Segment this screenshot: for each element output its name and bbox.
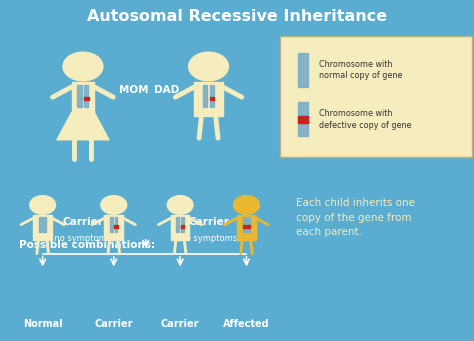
- Circle shape: [30, 196, 55, 214]
- Text: Carrier: Carrier: [63, 217, 103, 226]
- Circle shape: [189, 52, 228, 81]
- Bar: [115, 217, 118, 232]
- Bar: [44, 217, 46, 232]
- Circle shape: [234, 196, 259, 214]
- Bar: [237, 216, 256, 240]
- Bar: [171, 216, 190, 240]
- Text: Affected: Affected: [223, 319, 270, 329]
- Bar: [84, 85, 88, 107]
- Text: Each child inherits one
copy of the gene from
each parent.: Each child inherits one copy of the gene…: [296, 198, 415, 237]
- Text: Chromosome with
defective copy of gene: Chromosome with defective copy of gene: [319, 109, 411, 130]
- Bar: [243, 217, 246, 232]
- Text: Possible combinations:: Possible combinations:: [19, 240, 155, 250]
- Bar: [181, 217, 184, 232]
- Bar: [298, 102, 308, 136]
- Text: Carrier: Carrier: [94, 319, 133, 329]
- Bar: [243, 225, 246, 228]
- Text: (no symptoms): (no symptoms): [51, 234, 115, 242]
- Bar: [110, 217, 113, 232]
- Bar: [194, 82, 223, 116]
- Text: MOM: MOM: [119, 85, 149, 95]
- Bar: [247, 217, 250, 232]
- Circle shape: [63, 52, 103, 81]
- Text: Autosomal Recessive Inheritance: Autosomal Recessive Inheritance: [87, 9, 387, 24]
- Bar: [104, 216, 123, 240]
- Bar: [114, 225, 118, 228]
- FancyBboxPatch shape: [280, 36, 472, 157]
- Bar: [33, 216, 52, 240]
- Text: Chromosome with
normal copy of gene: Chromosome with normal copy of gene: [319, 60, 402, 80]
- Bar: [203, 85, 207, 107]
- Bar: [84, 97, 89, 100]
- Bar: [210, 97, 214, 100]
- Bar: [210, 85, 214, 107]
- Text: Carrier: Carrier: [188, 217, 229, 226]
- Bar: [176, 217, 179, 232]
- Text: (no symptoms): (no symptoms): [177, 234, 240, 242]
- Circle shape: [167, 196, 193, 214]
- Bar: [39, 217, 42, 232]
- Bar: [181, 225, 184, 228]
- Bar: [298, 53, 308, 87]
- Polygon shape: [57, 113, 109, 140]
- Bar: [247, 225, 250, 228]
- Circle shape: [101, 196, 127, 214]
- Bar: [298, 116, 308, 123]
- Text: Normal: Normal: [23, 319, 63, 329]
- Text: Carrier: Carrier: [161, 319, 200, 329]
- Bar: [77, 85, 82, 107]
- Bar: [72, 82, 94, 113]
- Text: DAD: DAD: [155, 85, 180, 95]
